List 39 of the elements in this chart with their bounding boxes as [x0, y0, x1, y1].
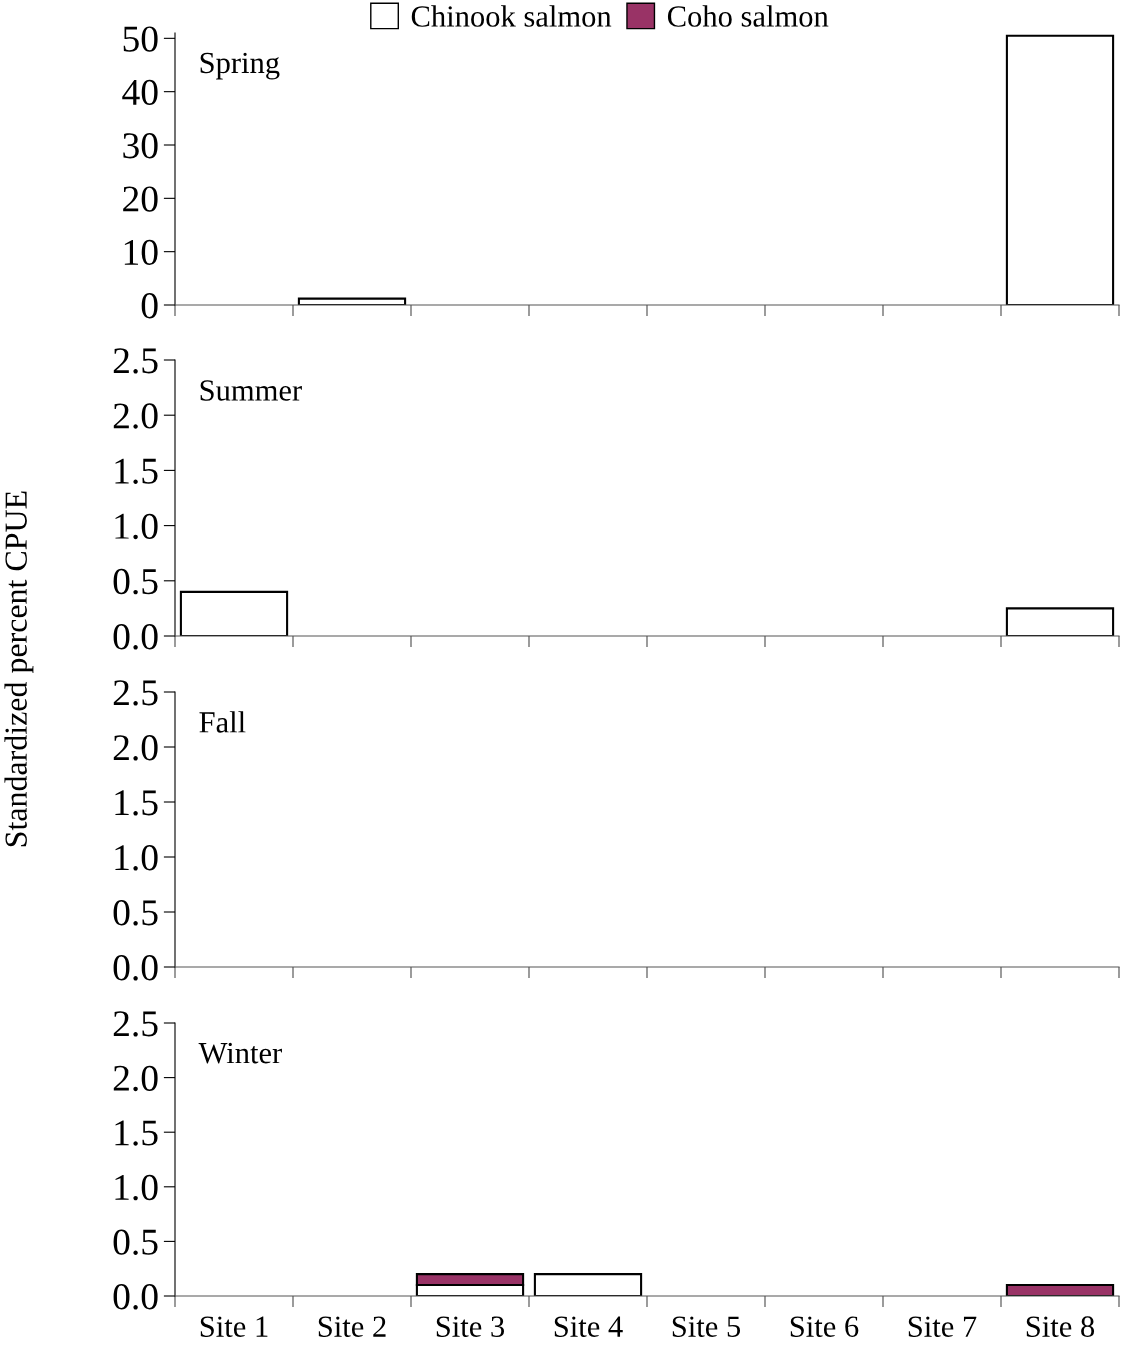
y-tick-label: 2.5: [113, 680, 158, 706]
x-tick-label: Site 7: [908, 1316, 977, 1337]
y-tick-label: 1.5: [115, 1120, 158, 1146]
y-tick-label: 0.0: [113, 624, 158, 650]
y-tick-label: 0.5: [113, 568, 158, 595]
y-tick-label: 1.0: [115, 1174, 158, 1201]
chart-title: Summer: [200, 380, 302, 401]
y-tick-label: 0.0: [113, 955, 158, 981]
x-tick-label: Site 2: [318, 1316, 386, 1337]
y-tick-label: 2.0: [113, 403, 158, 429]
y-tick-label: 40: [122, 79, 158, 106]
y-tick-label: 0: [141, 293, 158, 319]
x-tick-label: Site 3: [436, 1316, 505, 1337]
legend-label: Chinook salmon: [411, 5, 612, 27]
y-tick-label: 1.5: [115, 458, 158, 484]
chart-title: Winter: [198, 1042, 282, 1064]
y-tick-label: 0.5: [113, 900, 158, 926]
x-tick-label: Site 1: [200, 1316, 268, 1337]
y-tick-label: 10: [124, 239, 158, 266]
x-tick-label: Site 5: [672, 1316, 741, 1337]
y-axis-title: Standardized percent CPUE: [4, 491, 34, 847]
legend-label: Coho salmon: [667, 5, 829, 27]
x-tick-label: Site 4: [554, 1316, 623, 1337]
y-tick-label: 1.0: [115, 513, 158, 540]
y-tick-label: 0.5: [113, 1229, 158, 1255]
y-tick-label: 2.0: [113, 1065, 158, 1092]
y-tick-label: 2.5: [113, 348, 158, 374]
chart-title: Fall: [199, 711, 246, 733]
x-tick-label: Site 6: [790, 1316, 859, 1337]
x-tick-label: Site 8: [1026, 1316, 1095, 1337]
y-tick-label: 20: [123, 186, 158, 212]
y-tick-label: 2.5: [113, 1011, 158, 1037]
y-tick-label: 2.0: [113, 735, 158, 761]
y-tick-label: 1.5: [115, 790, 158, 816]
y-tick-label: 50: [123, 26, 158, 52]
y-tick-label: 30: [123, 133, 158, 159]
y-tick-label: 0.0: [113, 1284, 158, 1310]
text: Spring: [200, 52, 280, 80]
y-tick-label: 1.0: [115, 845, 158, 871]
